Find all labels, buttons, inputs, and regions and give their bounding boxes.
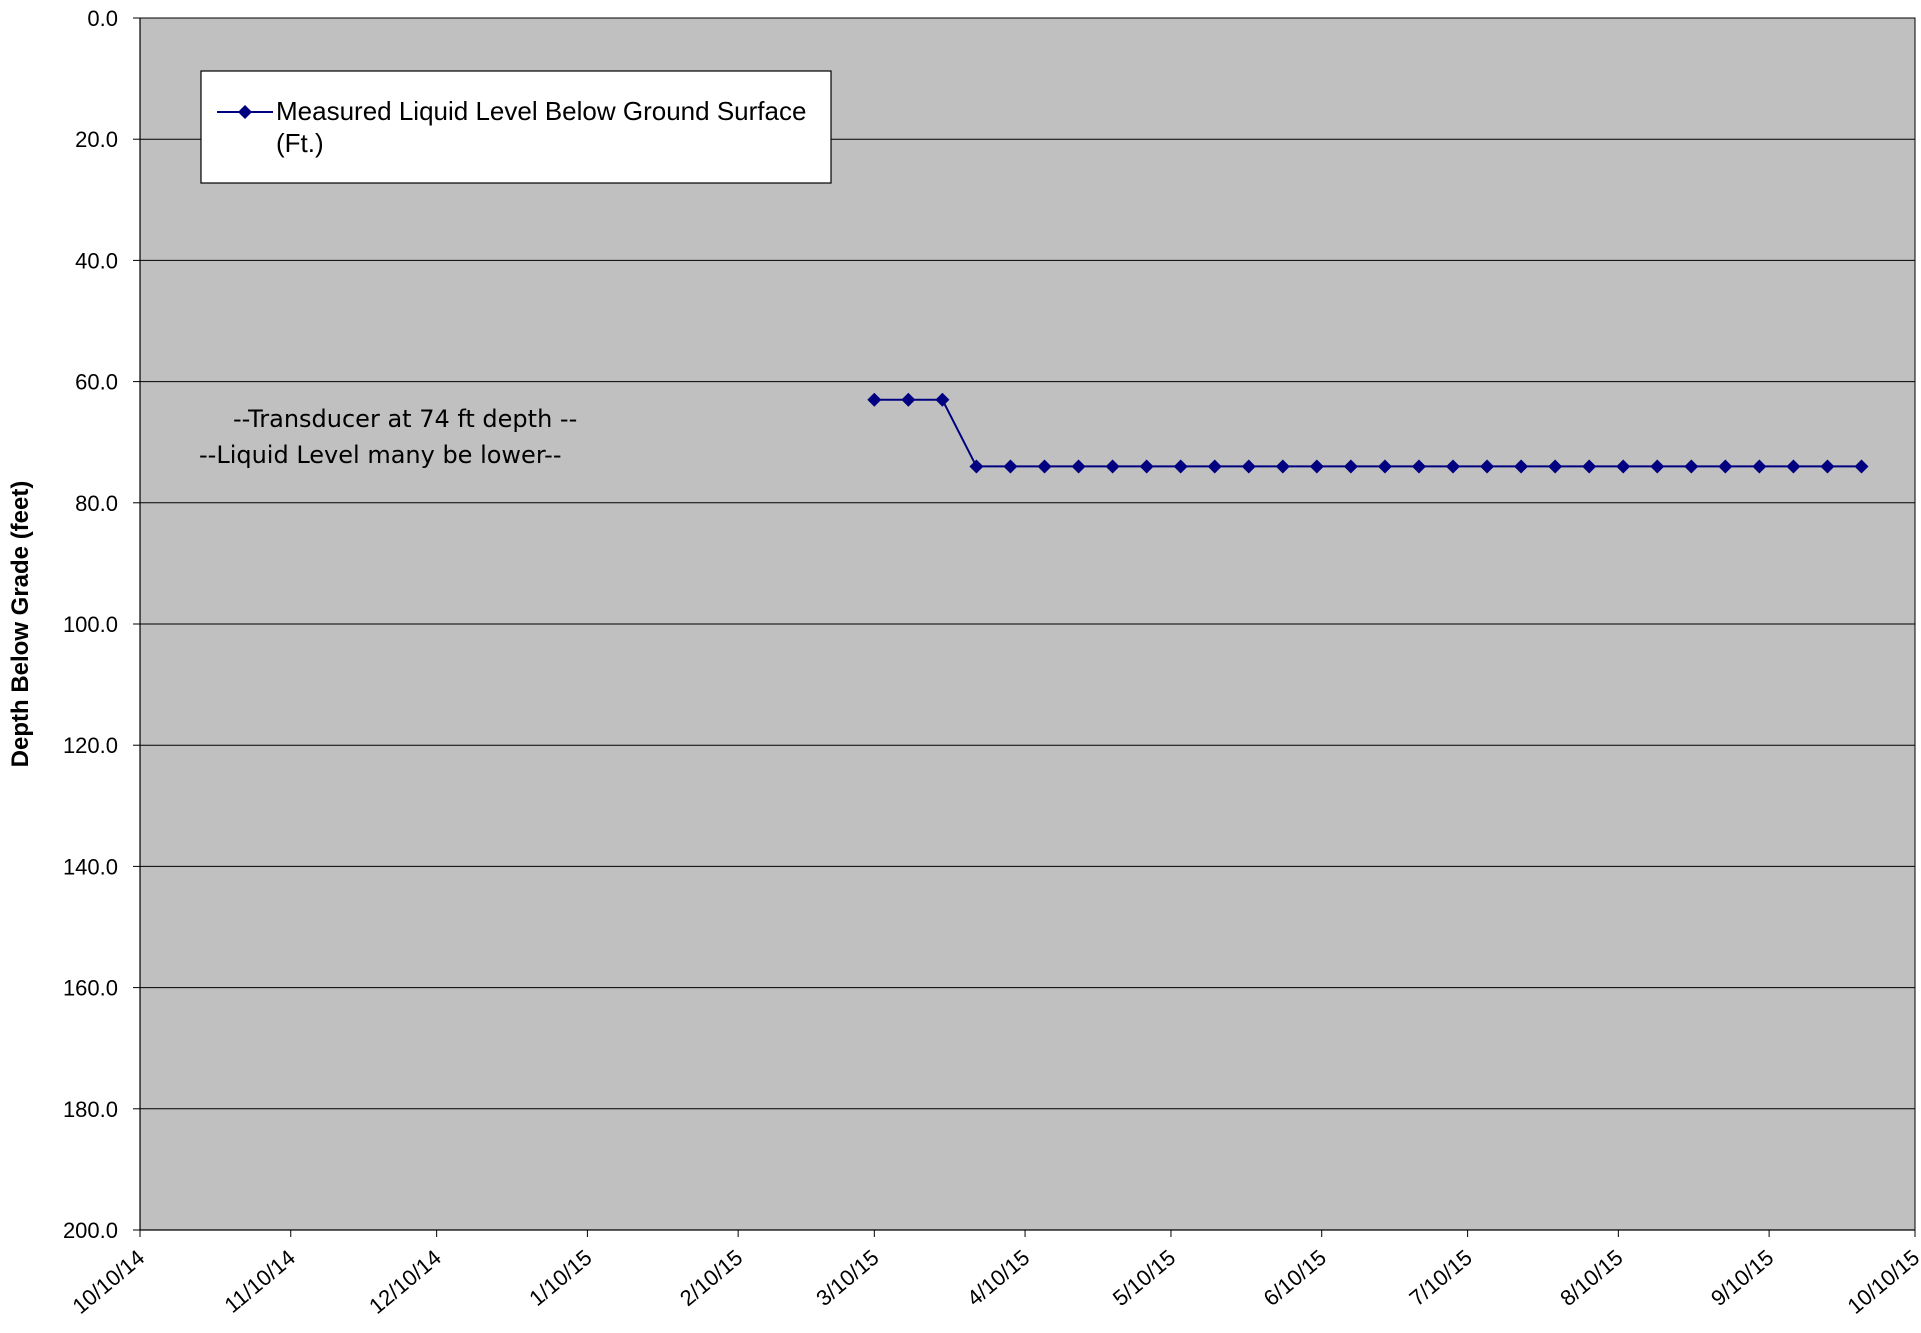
data-point [1343,459,1358,474]
data-point [1684,459,1699,474]
data-point [1037,459,1052,474]
data-point [1854,459,1869,474]
data-point [1071,459,1086,474]
data-point [1411,459,1426,474]
data-point [1377,459,1392,474]
x-tick-label: 5/10/15 [1108,1245,1180,1311]
legend-label-line: Measured Liquid Level Below Ground Surfa… [276,96,806,126]
x-tick-label: 7/10/15 [1405,1245,1477,1311]
x-tick-label: 10/10/14 [68,1245,150,1319]
data-point [1309,459,1324,474]
data-point [1207,459,1222,474]
data-point [1786,459,1801,474]
data-point [1139,459,1154,474]
data-point [901,392,916,407]
data-point [1003,459,1018,474]
x-tick-label: 2/10/15 [675,1245,747,1311]
data-point [1105,459,1120,474]
data-point [1173,459,1188,474]
legend-label-line: (Ft.) [276,128,324,158]
legend-marker-diamond-icon [238,105,252,119]
legend-label: Measured Liquid Level Below Ground Surfa… [276,96,806,158]
annotation-text: --Liquid Level many be lower-- [199,441,561,469]
data-point [1582,459,1597,474]
x-tick-label: 9/10/15 [1706,1245,1778,1311]
annotations: --Transducer at 74 ft depth -- --Liquid L… [199,405,577,469]
data-point [867,392,882,407]
data-point [969,459,984,474]
data-point [1446,459,1461,474]
y-tick-label: 140.0 [63,854,118,879]
x-tick-label: 12/10/14 [364,1245,446,1319]
data-point [1650,459,1665,474]
x-tick-label: 10/10/15 [1843,1245,1921,1319]
series-group [867,392,1869,474]
y-tick-label: 20.0 [75,127,118,152]
x-tick-label: 8/10/15 [1555,1245,1627,1311]
legend-box [200,70,832,184]
y-axis-label: Depth Below Grade (feet) [7,481,34,768]
y-tick-label: 40.0 [75,248,118,273]
x-tick-label: 3/10/15 [811,1245,883,1311]
data-point [1616,459,1631,474]
y-tick-label: 180.0 [63,1097,118,1122]
y-tick-labels: 0.0 20.0 40.0 60.0 80.0 100.0 120.0 140.0 160.0 1… [63,6,118,1243]
data-point [1275,459,1290,474]
y-tick-label: 80.0 [75,491,118,516]
axes [139,18,1915,1231]
data-point [935,392,950,407]
y-tick-label: 0.0 [87,6,118,31]
legend: Measured Liquid Level Below Ground Surfa… [200,70,832,184]
y-tick-label: 100.0 [63,612,118,637]
annotation-text: --Transducer at 74 ft depth -- [233,405,577,433]
x-tick-labels: 10/10/14 11/10/14 12/10/14 1/10/15 2/10/15 3/… [68,1245,1921,1319]
y-tick-label: 120.0 [63,733,118,758]
data-point [1548,459,1563,474]
x-tick-label: 6/10/15 [1259,1245,1331,1311]
data-point [1752,459,1767,474]
x-tick-label: 4/10/15 [962,1245,1034,1311]
y-tick-label: 200.0 [63,1218,118,1243]
data-point [1718,459,1733,474]
y-tick-label: 60.0 [75,370,118,395]
data-point [1480,459,1495,474]
data-point [1241,459,1256,474]
x-tick-label: 11/10/14 [220,1245,300,1318]
y-tick-label: 160.0 [63,976,118,1001]
data-point [1820,459,1835,474]
x-tick-label: 1/10/15 [524,1245,596,1311]
data-point [1514,459,1529,474]
